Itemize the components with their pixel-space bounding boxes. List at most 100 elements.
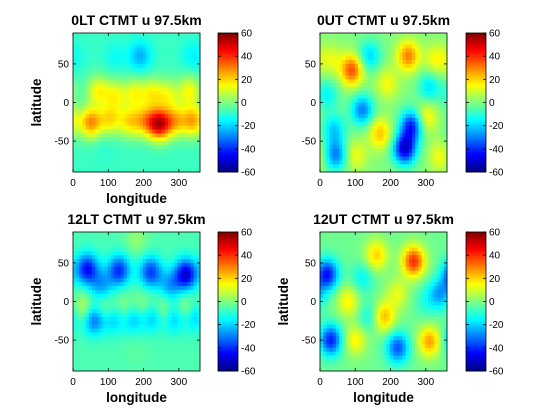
heatmap-cell: [139, 239, 144, 245]
heatmap-cell: [396, 63, 400, 69]
heatmap-cell: [107, 301, 112, 306]
heatmap-cell: [126, 106, 131, 111]
heatmap-cell: [421, 243, 426, 248]
heatmap-cell: [408, 67, 413, 73]
colorbar-swatch: [466, 52, 486, 56]
heatmap-cell: [326, 44, 331, 49]
heatmap-cell: [348, 102, 353, 107]
heatmap-cell: [82, 243, 87, 248]
heatmap-cell: [326, 67, 331, 73]
heatmap-cell: [402, 83, 407, 88]
heatmap-cell: [405, 137, 410, 142]
heatmap-cell: [76, 266, 80, 272]
heatmap-cell: [361, 144, 365, 150]
heatmap-cell: [184, 355, 188, 360]
heatmap-cell: [396, 71, 400, 76]
heatmap-cell: [158, 125, 163, 131]
heatmap-cell: [76, 87, 80, 92]
heatmap-cell: [367, 52, 372, 57]
heatmap-cell: [85, 168, 90, 173]
heatmap-cell: [117, 316, 122, 322]
heatmap-cell: [158, 144, 163, 150]
heatmap-cell: [351, 56, 356, 61]
heatmap-cell: [95, 274, 99, 279]
heatmap-cell: [92, 137, 96, 142]
colorbar-swatch: [218, 284, 238, 287]
heatmap-cell: [196, 117, 201, 123]
heatmap-cell: [329, 243, 334, 248]
heatmap-cell: [107, 40, 112, 46]
heatmap-cell: [342, 164, 346, 169]
heatmap-cell: [196, 243, 201, 248]
heatmap-cell: [98, 133, 103, 138]
heatmap-cell: [339, 44, 343, 49]
heatmap-cell: [367, 67, 372, 73]
heatmap-cell: [408, 71, 413, 76]
heatmap-cell: [367, 251, 372, 256]
heatmap-cell: [383, 133, 388, 138]
heatmap-cell: [193, 67, 198, 73]
heatmap-cell: [431, 160, 435, 165]
heatmap-cell: [82, 239, 87, 245]
heatmap-cell: [402, 148, 407, 154]
colorbar-swatch: [466, 167, 486, 171]
heatmap-cell: [165, 270, 169, 275]
heatmap-cell: [380, 235, 384, 241]
heatmap-cell: [399, 152, 404, 158]
heatmap-cell: [418, 106, 423, 111]
heatmap-cell: [380, 71, 384, 76]
heatmap-cell: [326, 156, 331, 161]
heatmap-cell: [383, 114, 388, 119]
heatmap-cell: [149, 232, 153, 237]
heatmap-cell: [152, 129, 157, 134]
heatmap-cell: [171, 359, 176, 364]
heatmap-cell: [415, 40, 419, 46]
heatmap-cell: [399, 121, 404, 127]
heatmap-cell: [332, 40, 337, 46]
colorbar-swatch: [466, 154, 486, 158]
heatmap-cell: [370, 102, 375, 107]
heatmap-cell: [152, 98, 157, 103]
heatmap-cell: [168, 274, 172, 279]
heatmap-cell: [412, 44, 416, 49]
colorbar-swatch: [466, 113, 486, 117]
heatmap-cell: [168, 125, 172, 131]
heatmap-cell: [76, 83, 80, 88]
heatmap-cell: [377, 83, 381, 88]
colorbar-swatch: [218, 266, 238, 270]
heatmap-cell: [117, 355, 122, 360]
heatmap-cell: [111, 67, 115, 73]
heatmap-cell: [114, 255, 118, 260]
heatmap-cell: [377, 36, 381, 42]
heatmap-cell: [171, 343, 176, 349]
heatmap-cell: [152, 355, 157, 360]
heatmap-cell: [174, 168, 179, 173]
heatmap-cell: [114, 114, 118, 119]
heatmap-cell: [107, 75, 112, 80]
heatmap-cell: [101, 262, 106, 268]
heatmap-cell: [142, 293, 147, 299]
heatmap-cell: [177, 33, 182, 38]
heatmap-cell: [123, 320, 128, 326]
heatmap-cell: [126, 313, 131, 318]
heatmap-cell: [98, 79, 103, 84]
heatmap-cell: [107, 67, 112, 73]
heatmap-cell: [412, 259, 416, 264]
heatmap-cell: [168, 293, 172, 299]
heatmap-cell: [101, 340, 106, 345]
heatmap-cell: [351, 164, 356, 169]
heatmap-cell: [111, 367, 115, 372]
heatmap-cell: [146, 313, 150, 318]
heatmap-cell: [332, 160, 337, 165]
colorbar-swatch: [218, 236, 238, 240]
heatmap-cell: [98, 343, 103, 349]
heatmap-cell: [142, 286, 147, 291]
heatmap-cell: [402, 87, 407, 92]
heatmap-cell: [142, 328, 147, 333]
heatmap-cell: [370, 114, 375, 119]
heatmap-cell: [171, 114, 176, 119]
heatmap-cell: [98, 332, 103, 337]
heatmap-cell: [434, 106, 438, 111]
heatmap-cell: [146, 114, 150, 119]
heatmap-cell: [88, 83, 93, 88]
